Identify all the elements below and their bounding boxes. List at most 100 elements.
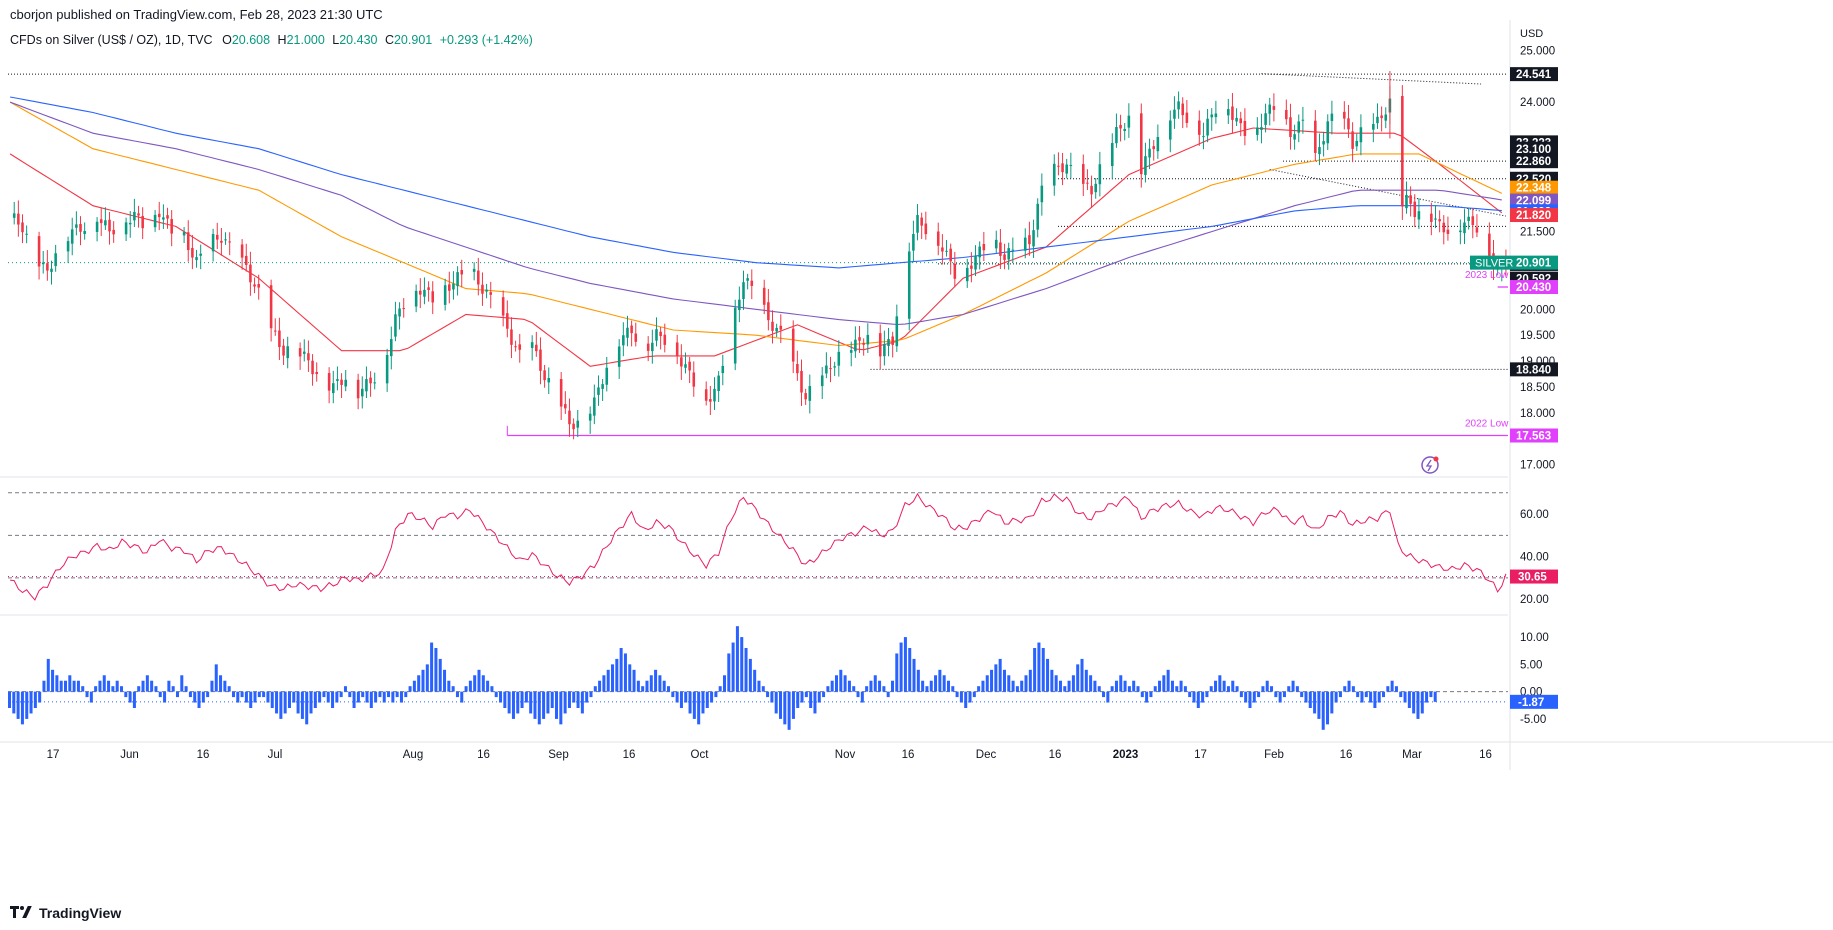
rsi-tick-label: 40.00 xyxy=(1520,552,1549,564)
candle-body xyxy=(25,233,28,235)
momentum-bar xyxy=(1390,680,1394,692)
candle-body xyxy=(1351,131,1354,149)
candle-body xyxy=(970,265,973,269)
momentum-bar xyxy=(1214,680,1218,692)
candle-body xyxy=(539,349,542,371)
price-tick-label: 21.500 xyxy=(1520,227,1555,239)
candle-body xyxy=(369,377,372,384)
candle-body xyxy=(779,325,783,330)
candle-body xyxy=(866,334,870,345)
momentum-bar xyxy=(1399,691,1403,698)
momentum-bar xyxy=(503,691,507,708)
momentum-bar xyxy=(662,680,666,692)
momentum-bar xyxy=(171,686,175,692)
time-tick-label: 16 xyxy=(902,749,915,761)
momentum-bar xyxy=(1231,680,1235,692)
candle-body xyxy=(66,241,70,252)
momentum-bar xyxy=(180,675,184,692)
momentum-bar xyxy=(25,691,29,719)
momentum-bar xyxy=(985,675,989,692)
momentum-bar xyxy=(374,691,378,703)
candle-body xyxy=(1260,127,1263,130)
momentum-bar xyxy=(1239,691,1243,698)
momentum-bar xyxy=(102,675,106,692)
candle-body xyxy=(443,285,447,305)
time-tick-label: 16 xyxy=(1479,749,1492,761)
candle-body xyxy=(829,368,832,370)
momentum-bar xyxy=(615,658,619,692)
momentum-bar xyxy=(619,648,623,692)
candle-body xyxy=(559,379,563,407)
momentum-bar xyxy=(520,691,524,708)
momentum-bar xyxy=(94,686,98,692)
candle-body xyxy=(1446,229,1450,234)
momentum-bar xyxy=(542,691,546,719)
momentum-bar xyxy=(1338,691,1342,698)
momentum-bar xyxy=(1429,691,1433,698)
candle-body xyxy=(721,365,725,374)
momentum-bar xyxy=(1261,686,1265,692)
candle-body xyxy=(356,379,360,399)
momentum-bar xyxy=(322,691,326,698)
ma-price-tag-text: 21.820 xyxy=(1516,210,1551,222)
momentum-bar xyxy=(679,691,683,708)
symbol-name: CFDs on Silver (US$ / OZ), 1D, TVC xyxy=(10,33,213,47)
momentum-bar xyxy=(63,680,68,692)
candle-body xyxy=(597,387,600,395)
momentum-bar xyxy=(300,691,304,719)
candle-body xyxy=(1214,113,1218,118)
momentum-bar xyxy=(68,675,72,692)
candle-body xyxy=(1007,248,1010,260)
momentum-bar xyxy=(968,691,972,703)
momentum-bar xyxy=(1257,691,1261,698)
candle-body xyxy=(431,291,435,303)
momentum-bar xyxy=(473,675,477,692)
candle-body xyxy=(99,219,103,224)
momentum-bar xyxy=(145,675,149,692)
momentum-bar xyxy=(1063,686,1067,692)
momentum-bar xyxy=(1020,680,1024,692)
momentum-bar xyxy=(873,675,877,692)
momentum-bar xyxy=(938,669,942,692)
candle-body xyxy=(622,335,625,346)
momentum-bar xyxy=(537,691,541,725)
momentum-bar xyxy=(266,691,270,703)
momentum-bar xyxy=(1192,691,1196,703)
momentum-bar xyxy=(296,691,300,714)
momentum-bar xyxy=(903,637,907,692)
candle-body xyxy=(704,389,708,401)
momentum-bar xyxy=(1093,680,1097,692)
candle-body xyxy=(593,397,596,416)
candle-body xyxy=(1239,118,1243,124)
ma-price-tag xyxy=(1510,180,1558,195)
candle-body xyxy=(1359,127,1363,143)
momentum-bar xyxy=(404,691,408,698)
momentum-bar xyxy=(1330,691,1334,714)
momentum-bar xyxy=(912,658,916,692)
momentum-bar xyxy=(137,686,141,692)
momentum-bar xyxy=(175,691,179,698)
momentum-bar xyxy=(244,691,248,703)
momentum-bar xyxy=(787,691,791,730)
time-tick-label: 16 xyxy=(197,749,210,761)
time-tick-label: Feb xyxy=(1264,749,1284,761)
candle-body xyxy=(1289,117,1292,137)
momentum-bar xyxy=(1226,686,1230,692)
momentum-bar xyxy=(1313,691,1317,714)
momentum-bar xyxy=(701,691,705,714)
candle-body xyxy=(1459,230,1462,233)
tradingview-brand[interactable]: TradingView xyxy=(10,905,121,921)
ma-price-tag-text: 22.348 xyxy=(1516,183,1552,195)
momentum-bar xyxy=(800,691,804,703)
candle-body xyxy=(601,384,604,389)
momentum-bar xyxy=(516,691,520,714)
candle-body xyxy=(646,343,650,351)
candle-body xyxy=(1285,109,1288,120)
momentum-bar xyxy=(378,691,382,698)
ma-price-tag-text: 20.901 xyxy=(1516,258,1552,270)
candle-body xyxy=(791,328,795,362)
candle-body xyxy=(1052,163,1056,186)
momentum-bar xyxy=(1205,691,1209,698)
candle-body xyxy=(211,234,215,252)
